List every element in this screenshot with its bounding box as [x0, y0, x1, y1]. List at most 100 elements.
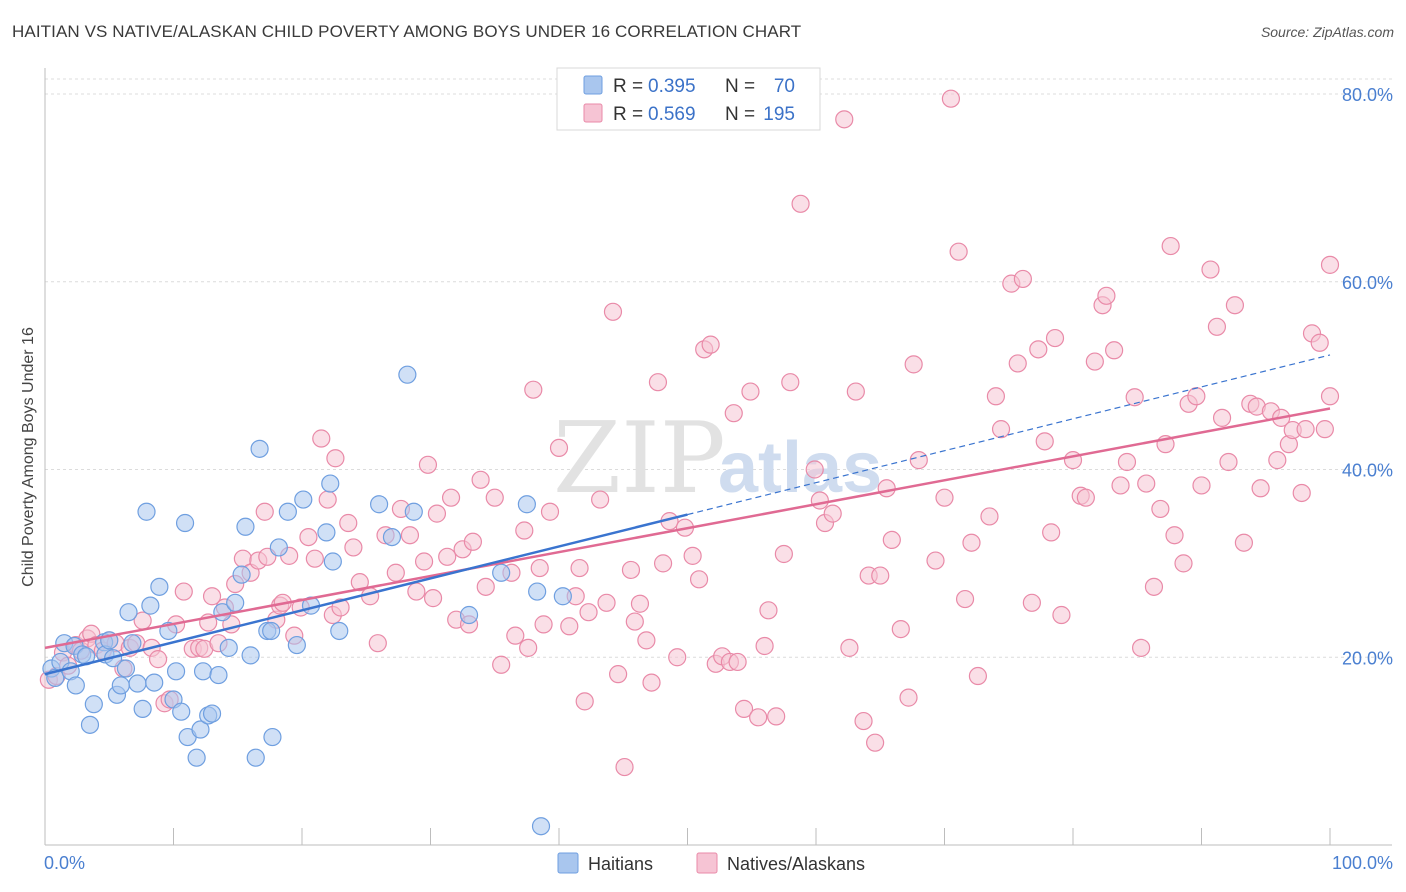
scatter-point: [534, 615, 553, 634]
scatter-point: [926, 551, 945, 570]
scatter-point: [317, 523, 336, 542]
scatter-point: [84, 695, 103, 714]
x-tick-label-min: 0.0%: [44, 853, 85, 873]
scatter-point: [202, 587, 222, 606]
scatter-point: [724, 404, 743, 423]
scatter-point: [427, 504, 447, 523]
scatter-point: [80, 715, 100, 734]
scatter-point: [1076, 488, 1095, 507]
scatter-point: [1008, 354, 1027, 373]
scatter-point: [846, 382, 865, 401]
scatter-point: [962, 533, 981, 552]
scatter-point: [318, 490, 337, 509]
scatter-point: [625, 612, 644, 631]
trend-line-haitians-extension: [687, 354, 1331, 516]
scatter-point: [891, 619, 910, 639]
bottom-legend-label-natives: Natives/Alaskans: [727, 854, 865, 874]
scatter-point: [701, 335, 720, 354]
scatter-point: [549, 438, 569, 458]
scatter-point: [1310, 333, 1329, 352]
scatter-point: [361, 587, 380, 606]
scatter-point: [246, 748, 265, 767]
scatter-point: [637, 631, 656, 650]
scatter-point: [128, 674, 147, 693]
watermark: ZIP atlas: [553, 402, 882, 516]
scatter-point: [312, 429, 331, 448]
scatter-point: [1111, 476, 1130, 495]
scatter-point: [734, 699, 754, 718]
scatter-point: [370, 495, 389, 514]
scatter-point: [202, 704, 222, 723]
scatter-point: [175, 513, 195, 533]
scatter-point: [941, 89, 961, 108]
scatter-point: [1192, 476, 1211, 495]
scatter-point: [1052, 605, 1071, 625]
scatter-point: [986, 387, 1006, 406]
bottom-legend-swatch-haitians: [557, 852, 579, 874]
scatter-point: [471, 470, 490, 489]
scatter-point: [299, 527, 318, 547]
scatter-point: [1097, 286, 1116, 305]
scatter-point: [226, 593, 245, 612]
scatter-point: [835, 110, 854, 129]
legend-r-value: 0.569: [648, 104, 696, 125]
scatter-point: [400, 526, 420, 545]
scatter-point: [294, 490, 313, 509]
source-note: Source: ZipAtlas.com: [1260, 24, 1394, 40]
scatter-point: [492, 655, 511, 674]
scatter-point: [1161, 236, 1180, 256]
scatter-point: [871, 566, 890, 585]
bottom-legend-swatch-natives: [696, 852, 718, 874]
scatter-point: [949, 242, 968, 261]
y-tick-label: 20.0%: [1342, 648, 1393, 668]
scatter-point: [1225, 296, 1245, 315]
scatter-point: [404, 502, 423, 521]
scatter-point: [1251, 479, 1270, 498]
scatter-point: [255, 502, 274, 521]
scatter-point: [219, 638, 238, 657]
scatter-point: [278, 502, 297, 521]
scatter-point: [531, 817, 551, 836]
scatter-point: [323, 552, 342, 571]
scatter-point: [575, 692, 594, 711]
y-tick-label: 80.0%: [1342, 85, 1393, 105]
scatter-point: [877, 479, 896, 498]
trend-line-natives: [44, 407, 1331, 650]
y-tick-label: 40.0%: [1342, 461, 1393, 481]
scatter-point: [579, 603, 598, 622]
scatter-point: [519, 638, 538, 657]
scatter-point: [386, 563, 405, 582]
legend-n-value: 70: [774, 76, 795, 97]
scatter-point: [232, 565, 251, 584]
scatter-point: [1151, 499, 1170, 519]
scatter-point: [133, 699, 152, 718]
scatter-point: [191, 720, 210, 739]
scatter-point: [980, 507, 999, 526]
scatter-point: [330, 621, 349, 641]
scatter-point: [418, 455, 438, 474]
series-haitians-points: [42, 365, 572, 836]
scatter-point: [331, 598, 350, 617]
scatter-point: [172, 702, 191, 721]
scatter-point: [935, 488, 954, 507]
scatter-point: [1212, 408, 1232, 427]
bottom-legend-label-haitians: Haitians: [588, 854, 653, 874]
scatter-point: [767, 707, 786, 726]
scatter-point: [438, 547, 457, 566]
scatter-point: [1105, 341, 1124, 360]
scatter-point: [749, 708, 768, 727]
legend-r-label: R =: [613, 104, 643, 125]
scatter-point: [528, 582, 547, 601]
trend-lines: [44, 354, 1331, 676]
scatter-point: [560, 617, 579, 636]
scatter-point: [459, 605, 479, 625]
scatter-point: [615, 757, 634, 777]
scatter-point: [398, 365, 417, 384]
scatter-point: [269, 538, 288, 557]
scatter-point: [909, 451, 928, 470]
legend-n-label: N =: [725, 76, 755, 97]
scatter-point: [597, 593, 616, 612]
scatter-point: [609, 665, 628, 684]
scatter-point: [1296, 420, 1315, 439]
scatter-point: [1137, 474, 1156, 493]
